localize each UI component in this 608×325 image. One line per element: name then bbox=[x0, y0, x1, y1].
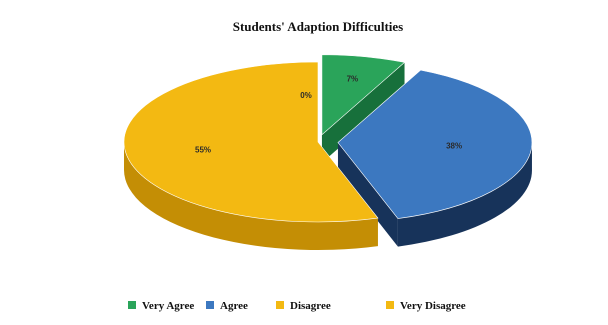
legend-label-very-disagree: Very Disagree bbox=[400, 300, 466, 312]
legend-item-very-agree: Very Agree bbox=[128, 300, 194, 312]
legend-swatch-agree bbox=[206, 301, 214, 309]
slice-label-very-disagree: 0% bbox=[300, 91, 312, 100]
slice-label-disagree: 55% bbox=[195, 146, 211, 155]
pie-side-disagree bbox=[124, 142, 378, 250]
legend-label-agree: Agree bbox=[220, 300, 248, 312]
pie-labels: 7% 38% 55% 0% bbox=[195, 75, 462, 155]
legend-label-disagree: Disagree bbox=[290, 300, 331, 312]
pie-tops bbox=[123, 54, 533, 223]
chart-title: Students' Adaption Difficulties bbox=[233, 19, 403, 34]
pie-sides bbox=[124, 62, 532, 250]
pie-slice-disagree bbox=[123, 61, 379, 223]
chart-legend: Very Agree Agree Disagree Very Disagree bbox=[128, 300, 466, 312]
legend-item-disagree: Disagree bbox=[276, 300, 331, 312]
pie-cut-agree-1 bbox=[337, 142, 398, 247]
pie-cut-very-agree-1 bbox=[321, 62, 405, 163]
legend-item-very-disagree: Very Disagree bbox=[386, 300, 466, 312]
slice-label-very-agree: 7% bbox=[347, 75, 359, 84]
legend-swatch-very-disagree bbox=[386, 301, 394, 309]
pie-slice-very-agree bbox=[321, 54, 406, 136]
legend-swatch-very-agree bbox=[128, 301, 136, 309]
legend-item-agree: Agree bbox=[206, 300, 248, 312]
pie-slice-agree bbox=[337, 69, 533, 219]
legend-swatch-disagree bbox=[276, 301, 284, 309]
legend-label-very-agree: Very Agree bbox=[142, 300, 194, 312]
slice-label-agree: 38% bbox=[446, 142, 462, 151]
pie-side-agree bbox=[397, 142, 532, 247]
